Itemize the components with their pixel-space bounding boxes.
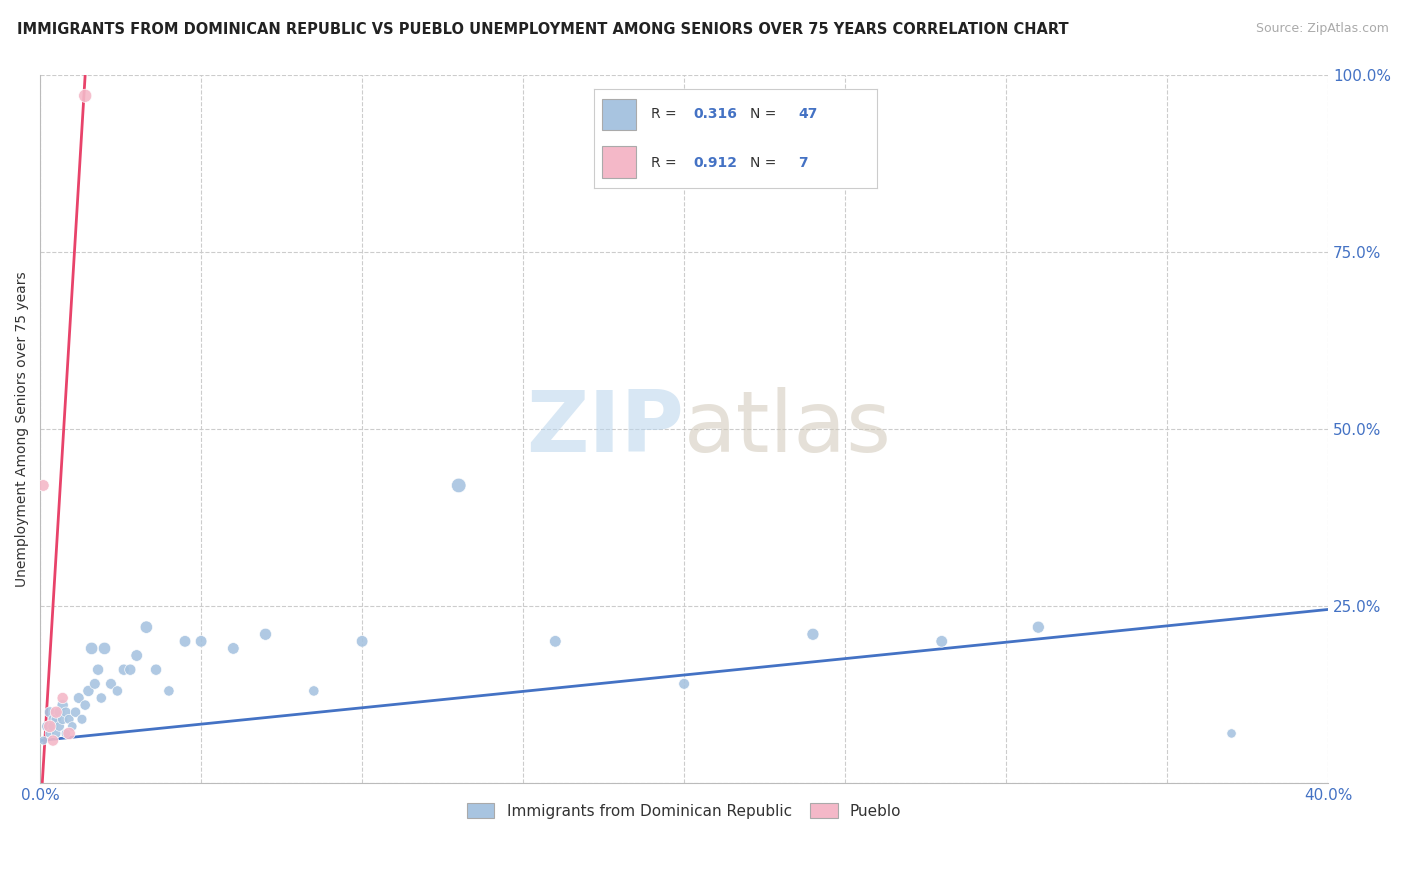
Point (83, 677, 105, 691)
Point (58, 712, 80, 726)
Point (352, 634, 374, 648)
Point (75, 698, 97, 712)
Point (42, 712, 65, 726)
Legend: Immigrants from Dominican Republic, Pueblo: Immigrants from Dominican Republic, Pueb… (461, 797, 907, 825)
Point (673, 677, 696, 691)
Point (135, 620, 157, 634)
Point (931, 634, 953, 648)
Point (67, 691, 90, 706)
Y-axis label: Unemployment Among Seniors over 75 years: Unemployment Among Seniors over 75 years (15, 271, 30, 587)
Point (544, 634, 567, 648)
Point (125, 648, 148, 663)
Point (42, 733, 65, 747)
Point (801, 627, 824, 641)
Point (32, 478, 55, 492)
Point (174, 634, 197, 648)
Point (222, 641, 245, 656)
Point (70, 712, 93, 726)
Point (254, 627, 277, 641)
Point (55, 705, 77, 719)
Point (90, 691, 112, 706)
Point (77, 684, 100, 698)
Text: ZIP: ZIP (526, 387, 685, 470)
Point (75, 88, 97, 103)
Point (302, 684, 325, 698)
Point (80, 641, 103, 656)
Point (45, 712, 67, 726)
Point (145, 663, 167, 677)
Point (38, 726, 60, 740)
Point (58, 726, 80, 740)
Point (100, 677, 122, 691)
Point (52, 691, 75, 706)
Point (48, 705, 70, 719)
Point (55, 726, 77, 740)
Point (190, 634, 212, 648)
Point (112, 663, 135, 677)
Text: atlas: atlas (685, 387, 893, 470)
Point (60, 719, 83, 733)
Point (447, 478, 470, 492)
Point (45, 705, 67, 719)
Point (105, 684, 128, 698)
Point (52, 698, 75, 712)
Point (35, 719, 58, 733)
Point (32, 733, 55, 747)
Text: Source: ZipAtlas.com: Source: ZipAtlas.com (1256, 22, 1389, 36)
Point (52, 712, 75, 726)
Point (38, 719, 60, 733)
Point (45, 726, 67, 740)
Point (93, 641, 115, 656)
Point (120, 663, 142, 677)
Point (1220, 726, 1243, 740)
Text: IMMIGRANTS FROM DOMINICAN REPUBLIC VS PUEBLO UNEMPLOYMENT AMONG SENIORS OVER 75 : IMMIGRANTS FROM DOMINICAN REPUBLIC VS PU… (17, 22, 1069, 37)
Point (48, 719, 70, 733)
Point (38, 705, 60, 719)
Point (157, 684, 180, 698)
Point (65, 705, 87, 719)
Point (1028, 620, 1050, 634)
Point (87, 663, 110, 677)
Point (42, 719, 65, 733)
